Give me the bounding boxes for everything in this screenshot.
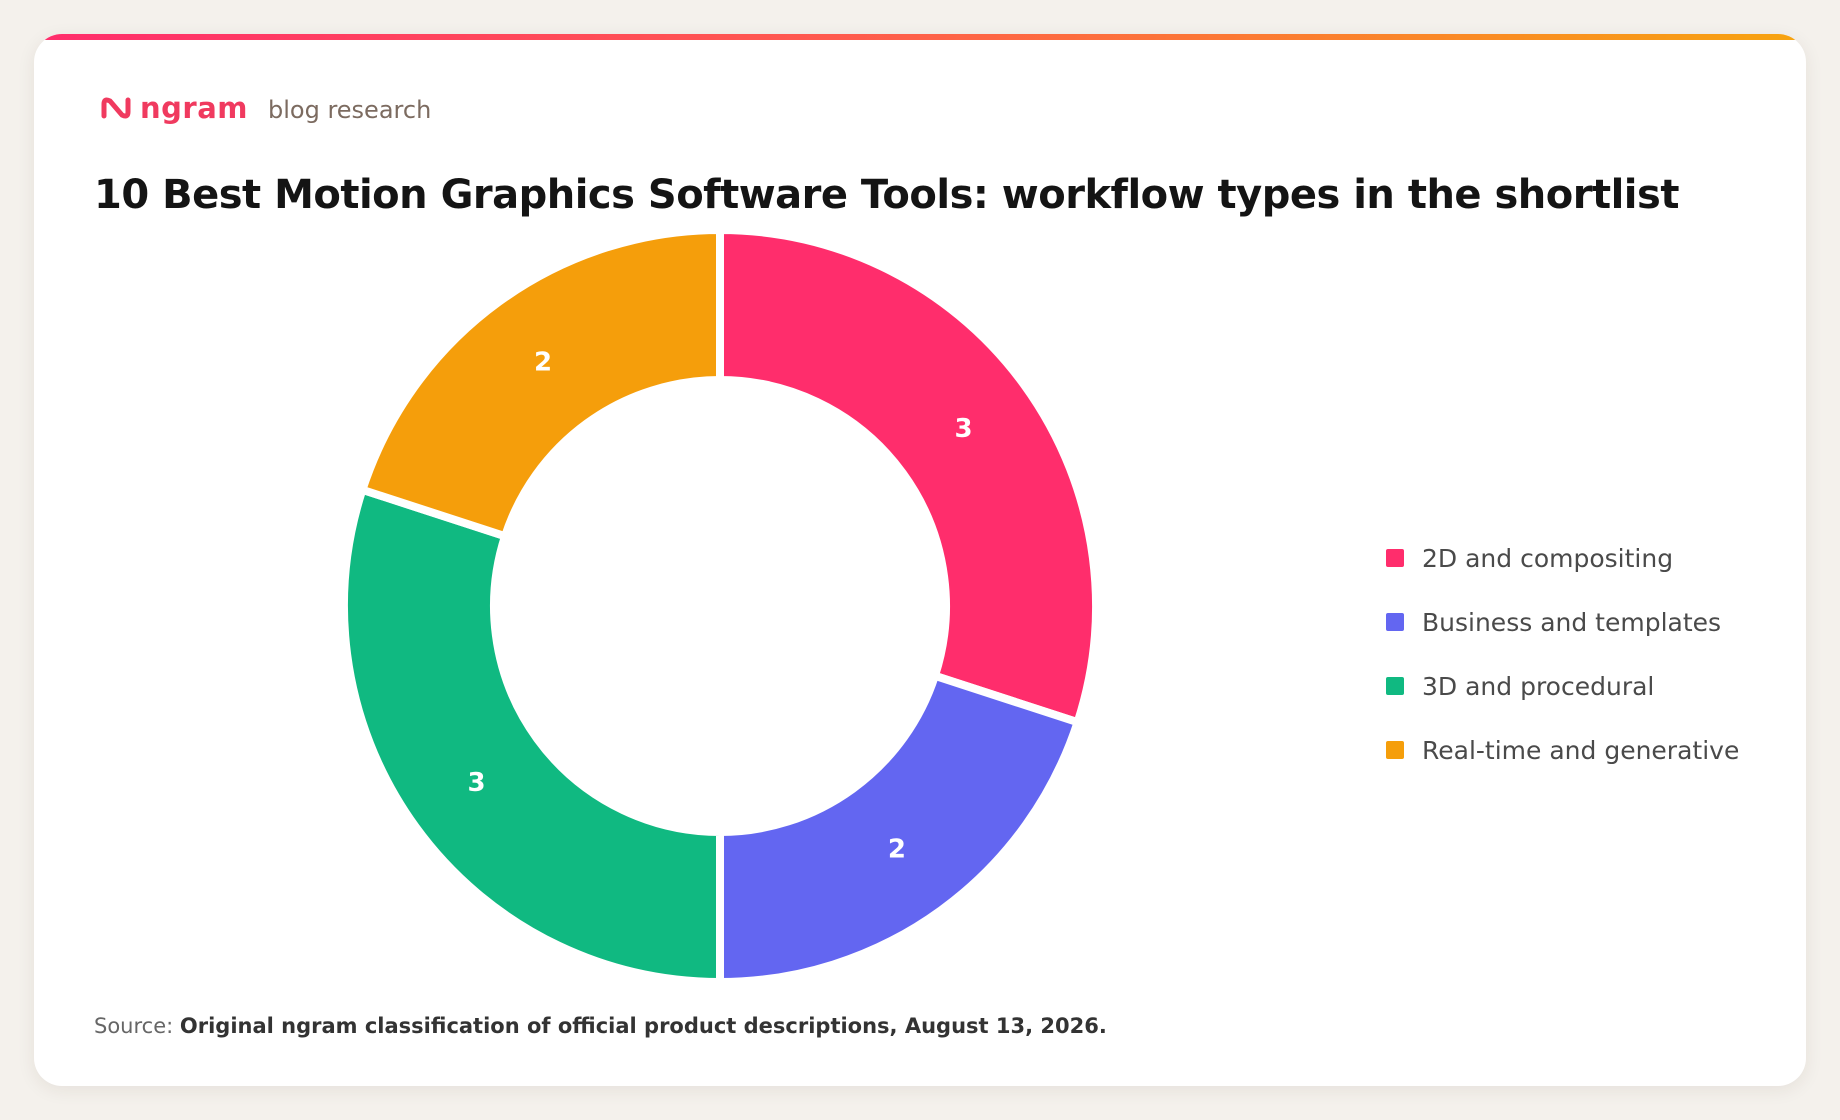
legend-label: Business and templates: [1422, 607, 1722, 637]
legend-swatch: [1386, 677, 1404, 695]
donut-slice-3: [340, 484, 724, 987]
source-text: Original ngram classification of officia…: [179, 1014, 1107, 1038]
chart-legend: 2D and compositing Business and templates…: [1386, 526, 1739, 782]
donut-slice-1: [716, 225, 1100, 728]
donut-slice-4: [357, 225, 724, 542]
legend-label: 2D and compositing: [1422, 543, 1674, 573]
legend-swatch: [1386, 741, 1404, 759]
donut-chart: 3 2 3 2: [340, 225, 1100, 987]
legend-item: Real-time and generative: [1386, 718, 1739, 782]
legend-item: Business and templates: [1386, 590, 1739, 654]
chart-card: ngram blog research 10 Best Motion Graph…: [34, 34, 1806, 1086]
accent-bar: [34, 34, 1806, 40]
legend-item: 2D and compositing: [1386, 526, 1739, 590]
source-prefix: Source:: [94, 1014, 174, 1038]
brand-name: ngram: [140, 91, 248, 125]
legend-label: 3D and procedural: [1422, 671, 1655, 701]
source-note: Source: Original ngram classification of…: [94, 1014, 1107, 1038]
brand-subtitle: blog research: [268, 96, 432, 124]
legend-swatch: [1386, 549, 1404, 567]
legend-swatch: [1386, 613, 1404, 631]
legend-item: 3D and procedural: [1386, 654, 1739, 718]
slice-value-label-1: 3: [954, 414, 972, 444]
slice-value-label-4: 2: [534, 347, 552, 377]
ngram-logo-icon: [101, 97, 131, 119]
legend-label: Real-time and generative: [1422, 735, 1740, 765]
donut-slice-2: [716, 670, 1083, 987]
slice-value-label-3: 3: [467, 768, 485, 798]
brand-header: ngram blog research: [100, 88, 431, 128]
chart-title: 10 Best Motion Graphics Software Tools: …: [94, 172, 1679, 218]
slice-value-label-2: 2: [888, 835, 906, 865]
